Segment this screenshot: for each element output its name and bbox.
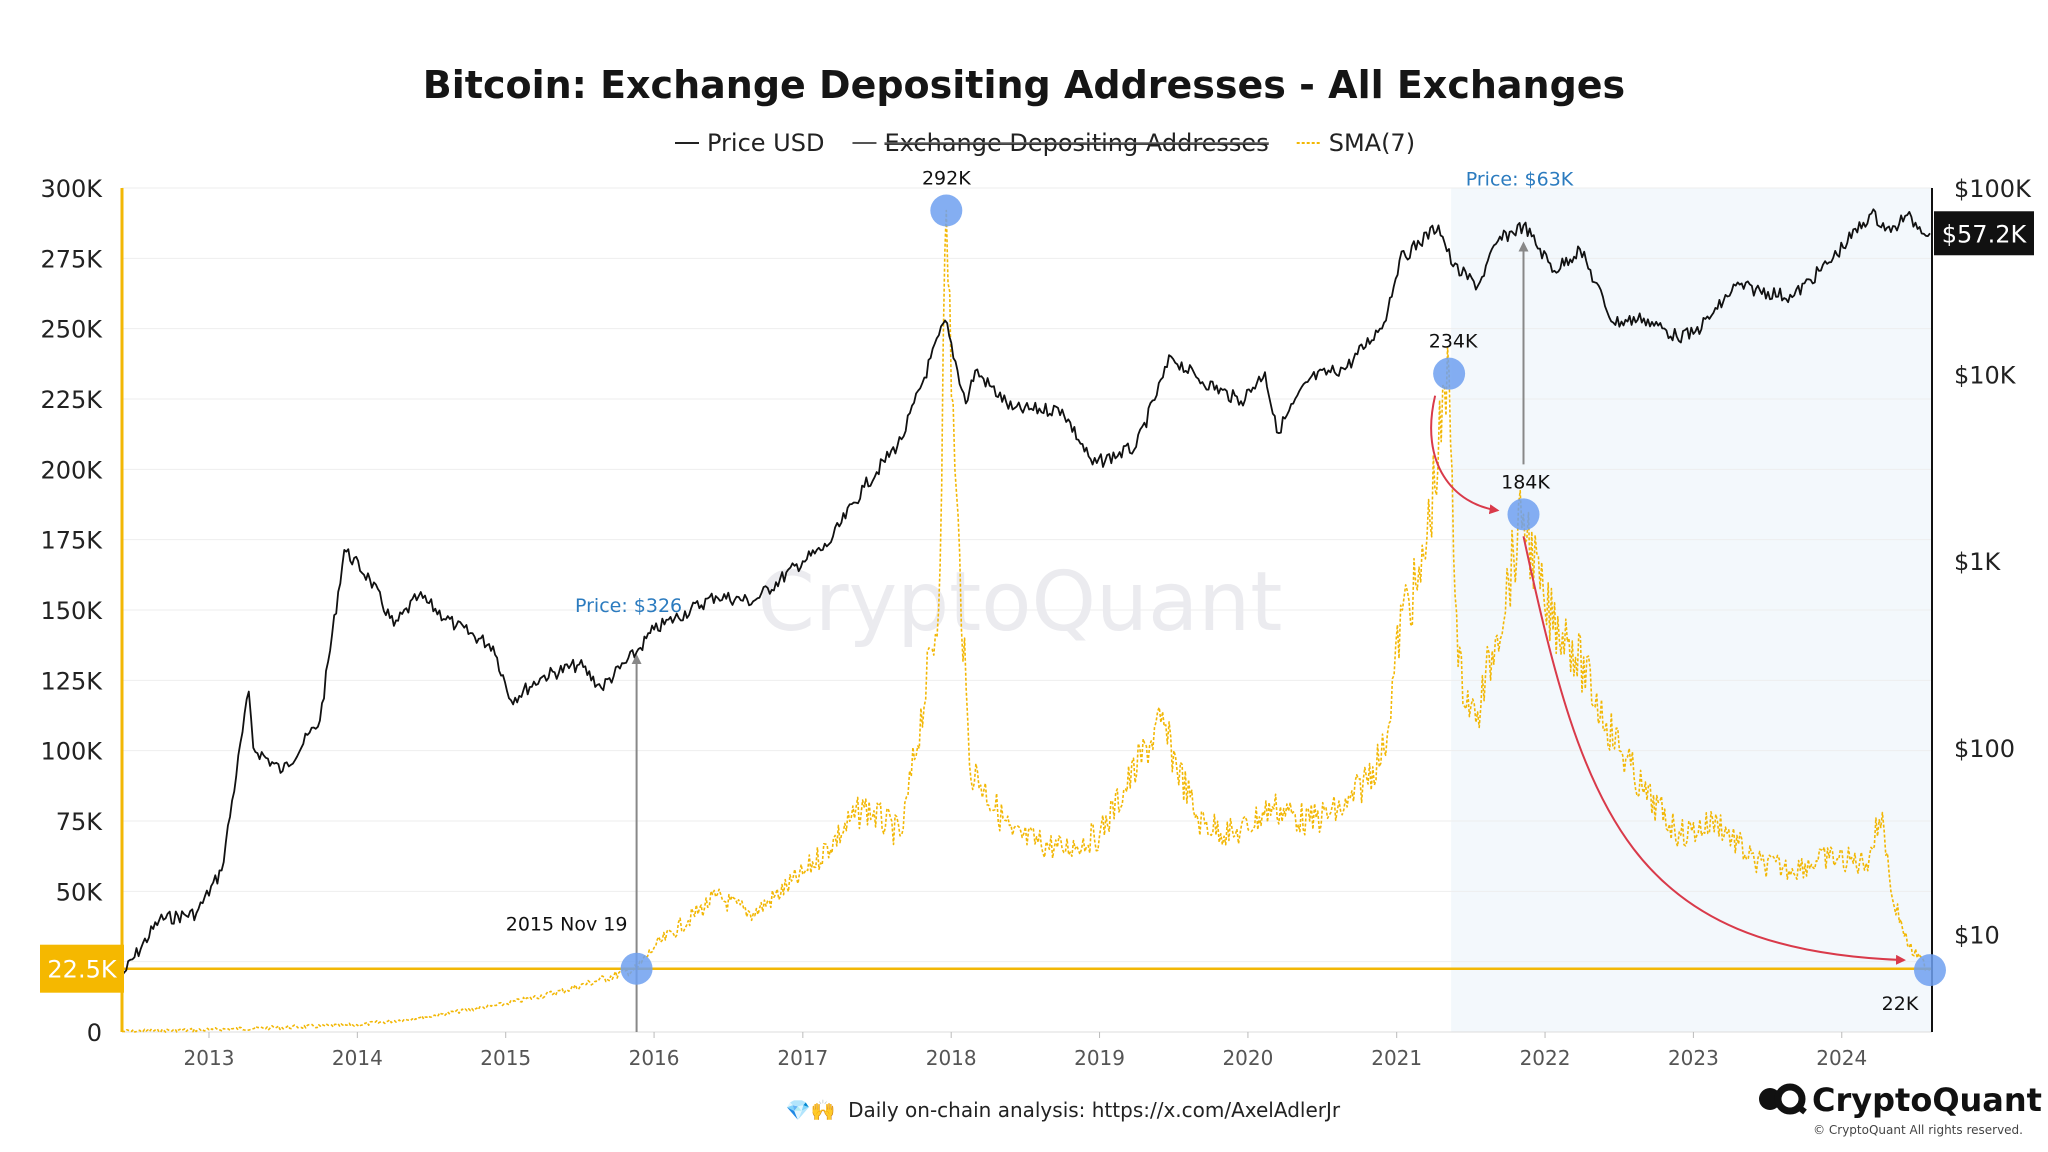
left-tick-label: 150K — [40, 597, 103, 625]
reference-badge-label: 22.5K — [47, 956, 117, 984]
footer-text: Daily on-chain analysis: https://x.com/A… — [848, 1098, 1341, 1122]
reference-badge: 22.5K — [40, 944, 124, 993]
grid — [122, 187, 1932, 1033]
x-tick-label: 2016 — [629, 1046, 680, 1070]
left-tick-label: 250K — [40, 316, 103, 344]
last-price-badge-bg — [1934, 211, 2034, 256]
reference-badge-bg — [40, 944, 124, 993]
copyright: © CryptoQuant All rights reserved. — [1813, 1123, 2023, 1137]
annotation-marker — [620, 952, 653, 985]
annotation-label: 22K — [1882, 993, 1919, 1015]
annotation-marker — [1507, 498, 1540, 531]
left-tick-label: 50K — [56, 878, 104, 906]
brand-name: CryptoQuant — [1812, 1081, 2042, 1119]
annotation-marker — [930, 194, 963, 227]
x-tick-label: 2018 — [926, 1046, 977, 1070]
right-tick-label: $1K — [1954, 548, 2002, 576]
right-tick-label: $100K — [1954, 175, 2032, 203]
last-price-badge: $57.2K — [1934, 211, 2034, 256]
left-tick-label: 200K — [40, 456, 103, 484]
annotation-label: Price: $326 — [575, 595, 682, 617]
left-tick-label: 300K — [40, 175, 103, 203]
x-tick-label: 2017 — [777, 1046, 828, 1070]
right-tick-label: $100 — [1954, 735, 2015, 763]
annotation-label: 292K — [922, 168, 971, 190]
left-tick-label: 100K — [40, 738, 103, 766]
left-axis-ticks: 025K50K75K100K125K150K175K200K225K250K27… — [40, 175, 103, 1047]
x-axis-ticks: 2013 2014 2015 2016 2017 2018 2019 2020 2021 2022… — [184, 1032, 1867, 1070]
svg-text:💎🙌 Daily on-chain anal: 💎🙌 Daily on-chain analysis: https://x.co… — [786, 1098, 1341, 1122]
left-tick-label: 225K — [40, 386, 103, 414]
legend-label: Price USD — [707, 129, 824, 157]
x-tick-label: 2022 — [1520, 1046, 1571, 1070]
left-tick-label: 275K — [40, 245, 103, 273]
series-sma7-line — [122, 209, 1931, 1033]
annotation-label: Price: $63K — [1466, 168, 1574, 190]
left-tick-label: 75K — [56, 808, 104, 836]
x-tick-label: 2013 — [184, 1046, 235, 1070]
legend-item[interactable]: Exchange Depositing Addresses — [852, 129, 1269, 157]
arrow-red-1 — [1430, 395, 1500, 515]
legend-item[interactable]: SMA(7) — [1296, 129, 1415, 157]
x-tick-label: 2021 — [1371, 1046, 1422, 1070]
annotations: 292K 234K 184K 22K 2015 Nov 19 Price: $326 Pri… — [506, 168, 1946, 1015]
footer-icons: 💎🙌 — [786, 1098, 836, 1122]
chart-title: Bitcoin: Exchange Depositing Addresses -… — [423, 63, 1625, 107]
last-price-badge-label: $57.2K — [1942, 220, 2028, 248]
x-tick-label: 2024 — [1816, 1046, 1867, 1070]
right-axis-ticks: $10 $100 $1K $10K $100K — [1954, 175, 2032, 949]
x-tick-label: 2023 — [1668, 1046, 1719, 1070]
brand-logo: CryptoQuant © CryptoQuant All rights res… — [1759, 1081, 2042, 1137]
left-tick-label: 175K — [40, 527, 103, 555]
left-tick-label: 125K — [40, 667, 103, 695]
x-tick-label: 2020 — [1222, 1046, 1273, 1070]
x-tick-label: 2014 — [332, 1046, 383, 1070]
annotation-label: 184K — [1501, 471, 1550, 493]
legend: Price USD Exchange Depositing Addresses SM… — [675, 129, 1415, 157]
annotation-label: 234K — [1429, 331, 1478, 353]
legend-label: SMA(7) — [1329, 129, 1415, 157]
annotation-marker — [1913, 954, 1946, 987]
footer: 💎🙌 Daily on-chain analysis: https://x.co… — [786, 1098, 1341, 1122]
annotation-marker — [1433, 357, 1466, 390]
right-tick-label: $10K — [1954, 362, 2017, 390]
right-tick-label: $10 — [1954, 921, 2000, 949]
left-tick-label: 0 — [87, 1019, 102, 1047]
annotation-label: 2015 Nov 19 — [506, 914, 628, 936]
arrow-red-2 — [1522, 536, 1906, 965]
x-tick-label: 2015 — [480, 1046, 531, 1070]
watermark: CryptoQuant — [758, 555, 1283, 650]
x-tick-label: 2019 — [1074, 1046, 1125, 1070]
cryptoquant-logo-icon — [1759, 1083, 1807, 1115]
legend-item[interactable]: Price USD — [675, 129, 824, 157]
series-price-line — [121, 208, 1931, 977]
